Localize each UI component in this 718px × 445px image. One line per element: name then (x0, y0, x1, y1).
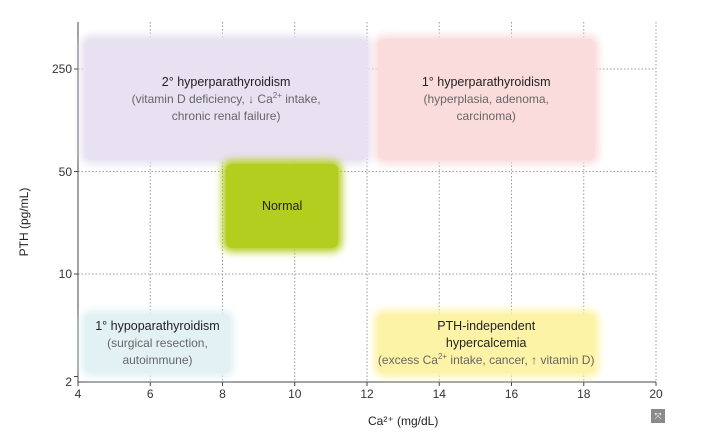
region-description: (hyperplasia, adenoma, (423, 91, 549, 106)
x-axis-label: Ca²⁺ (mg/dL) (368, 414, 439, 428)
y-tick-label: 250 (51, 62, 72, 76)
region-pth-independent-hypercalcemia: PTH-independent hypercalcemia (excess Ca2… (377, 314, 595, 374)
x-tick-label: 6 (146, 387, 154, 401)
y-tick-label: 50 (58, 164, 72, 179)
x-tick-label: 10 (288, 387, 302, 401)
region-description: carcinoma) (456, 108, 516, 123)
x-tick-label: 4 (74, 387, 82, 401)
region-title: 1° hyperparathyroidism (421, 74, 551, 89)
x-tick-label: 8 (219, 387, 226, 401)
expand-icon[interactable]: ⤧ (651, 409, 665, 423)
y-tick-label: 10 (58, 267, 72, 281)
region-title: 2° hyperparathyroidism (161, 74, 291, 89)
x-tick-label: 16 (504, 387, 519, 401)
region-description: (excess Ca2+ intake, cancer, ↑ vitamin D… (377, 352, 595, 368)
region-description: (surgical resection, (107, 336, 208, 351)
region-title: Normal (261, 198, 303, 213)
region-title: PTH-independent hypercalcemia (437, 319, 536, 351)
x-tick-label: 12 (360, 387, 374, 401)
region-description: chronic renal failure) (171, 108, 281, 123)
region-1-hyperparathyroidism: 1° hyperparathyroidism (hyperplasia, aden… (377, 39, 595, 160)
y-axis-label: PTH (pg/mL) (17, 187, 31, 257)
region-title: 1° hypoparathyroidism (95, 319, 220, 334)
y-tick-label: 2 (65, 375, 72, 389)
x-tick-label: 20 (649, 387, 663, 401)
region-2-hyperparathyroidism: 2° hyperparathyroidism (vitamin D deficie… (85, 39, 367, 160)
x-tick-label: 14 (432, 387, 446, 401)
region-normal: Normal (226, 164, 339, 249)
region-description: (vitamin D deficiency, ↓ Ca2+ intake, (131, 90, 321, 106)
region-description: autoimmune) (122, 353, 193, 368)
x-tick-label: 18 (577, 387, 591, 401)
region-1-hypoparathyroidism: 1° hypoparathyroidism (surgical resection… (85, 314, 230, 374)
